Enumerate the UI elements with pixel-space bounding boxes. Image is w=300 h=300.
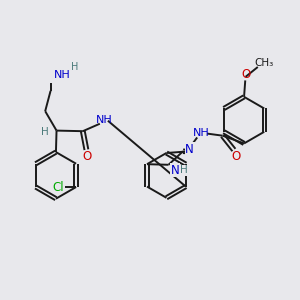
Text: H: H [180, 165, 188, 175]
Text: NH: NH [53, 70, 70, 80]
Text: H: H [41, 127, 49, 137]
Text: H: H [71, 62, 78, 72]
Text: N: N [185, 143, 194, 156]
Text: O: O [231, 150, 240, 163]
Text: NH: NH [193, 128, 210, 138]
Text: O: O [82, 150, 91, 163]
Text: O: O [241, 68, 250, 81]
Text: NH: NH [96, 115, 113, 125]
Text: N: N [171, 164, 179, 177]
Text: CH₃: CH₃ [254, 58, 273, 68]
Text: Cl: Cl [52, 181, 64, 194]
